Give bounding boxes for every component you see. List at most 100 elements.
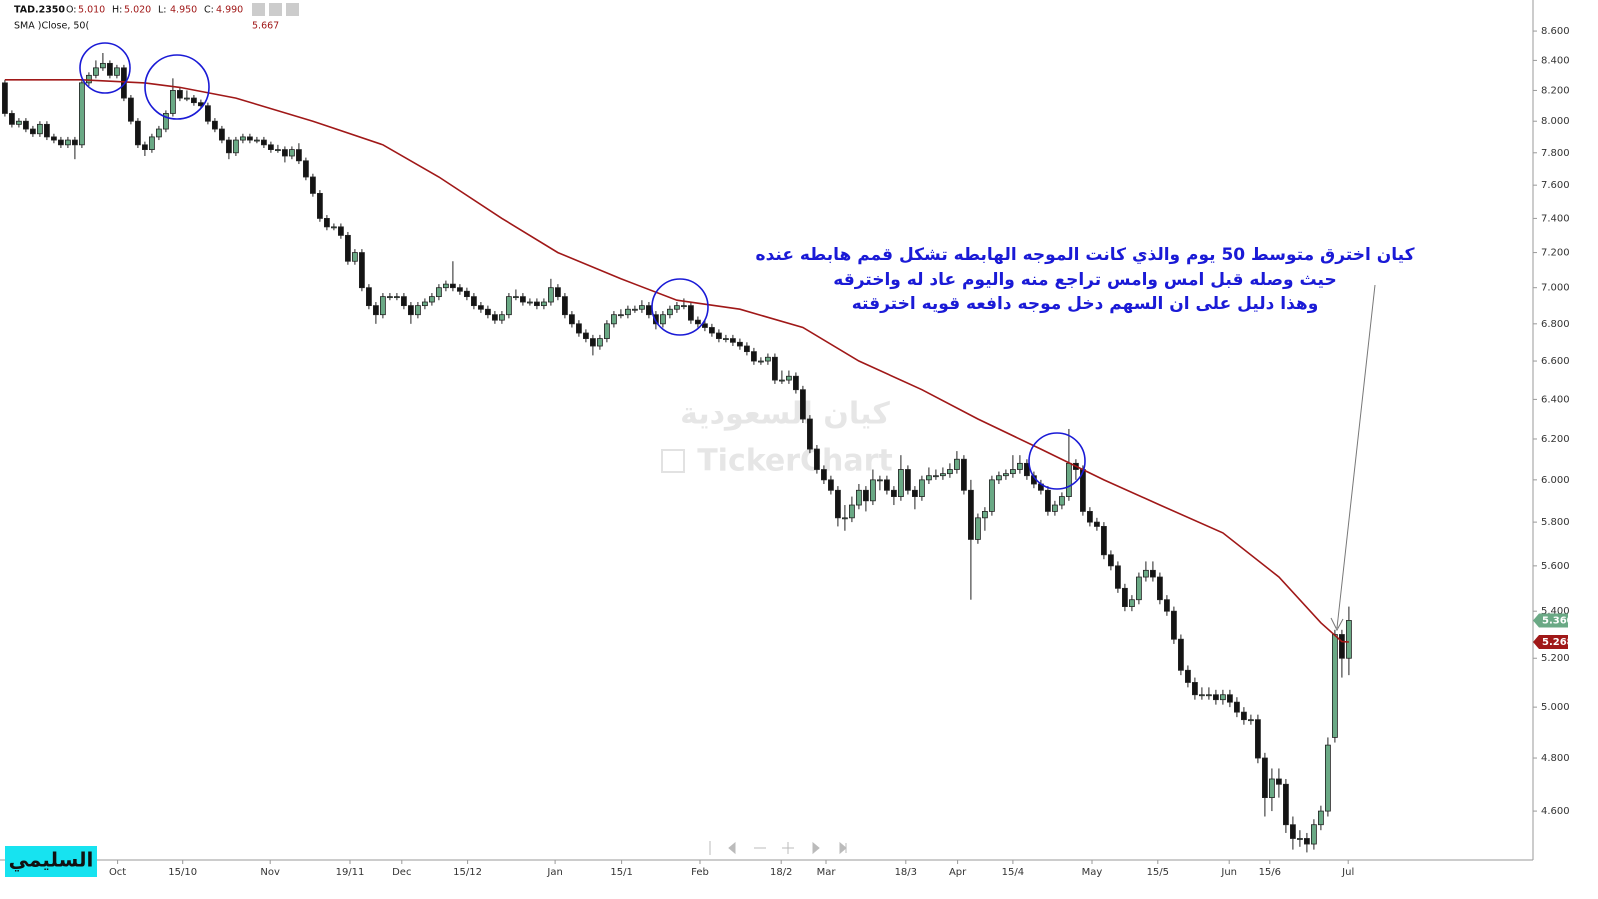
icon[interactable] bbox=[286, 3, 299, 16]
candle-body bbox=[1143, 569, 1149, 578]
candle-body bbox=[639, 305, 645, 310]
candle-body bbox=[849, 504, 855, 519]
scroll-right[interactable] bbox=[812, 841, 820, 855]
candle-body bbox=[1332, 634, 1338, 738]
candle-body bbox=[274, 149, 281, 151]
candle-body bbox=[141, 144, 148, 150]
candle-body bbox=[1017, 462, 1023, 470]
candle-body bbox=[961, 458, 967, 491]
candle-body bbox=[751, 351, 757, 362]
candle-body bbox=[996, 475, 1002, 481]
candle-body bbox=[1094, 521, 1100, 527]
candle-body bbox=[870, 479, 876, 502]
candle-body bbox=[660, 314, 666, 325]
candle-body bbox=[1304, 838, 1310, 845]
candle-body bbox=[590, 338, 596, 347]
candle-body bbox=[786, 375, 792, 381]
candle-body bbox=[520, 296, 526, 303]
candle-body bbox=[898, 469, 904, 497]
ohlc-value: 4.950 bbox=[170, 5, 197, 16]
candle-body bbox=[919, 479, 925, 497]
annotation-line: كيان اخترق متوسط 50 يوم والذي كانت الموج… bbox=[756, 245, 1415, 265]
candle-body bbox=[267, 144, 274, 150]
candle-body bbox=[982, 511, 988, 519]
y-tick-label: 8.200 bbox=[1541, 85, 1570, 96]
annotation-line: وهذا دليل على ان السهم دخل موجه دافعه قو… bbox=[852, 294, 1319, 314]
ohlc-value: 4.990 bbox=[216, 5, 243, 16]
x-tick-label: Oct bbox=[109, 867, 126, 878]
author: السليمي bbox=[9, 848, 94, 873]
candle-body bbox=[1010, 469, 1016, 475]
candle-body bbox=[225, 139, 232, 154]
icon[interactable] bbox=[269, 3, 282, 16]
candle-body bbox=[148, 136, 155, 150]
sma-name: SMA )Close, 50( bbox=[14, 21, 89, 32]
candle-body bbox=[947, 469, 953, 475]
candle-body bbox=[1255, 719, 1261, 759]
candle-body bbox=[968, 489, 974, 540]
candle-body bbox=[835, 489, 841, 519]
candle-body bbox=[933, 475, 939, 478]
circle bbox=[79, 42, 131, 94]
price-tag-label: 5.268 bbox=[1542, 637, 1574, 648]
candle-body bbox=[534, 301, 540, 307]
candle-body bbox=[190, 97, 197, 104]
candle-body bbox=[730, 338, 736, 343]
candle-body bbox=[386, 296, 393, 299]
circle bbox=[651, 278, 709, 336]
candle-body bbox=[400, 296, 407, 307]
candle-body bbox=[365, 287, 372, 307]
candle-body bbox=[555, 287, 561, 298]
candle-body bbox=[1087, 511, 1093, 523]
candle-body bbox=[1059, 496, 1065, 506]
candle-body bbox=[239, 136, 246, 141]
ohlc-header: O: 5.010 H: 5.020 L: 4.950 C: 4.990 bbox=[66, 5, 243, 16]
candle-body bbox=[737, 341, 743, 347]
candle-body bbox=[597, 338, 603, 347]
candle-body bbox=[484, 308, 491, 316]
icon[interactable] bbox=[252, 3, 265, 16]
candle-body bbox=[1024, 462, 1030, 477]
candle-body bbox=[1045, 489, 1051, 512]
candle-body bbox=[134, 120, 141, 146]
watermark: كيان السعودية TickerChart bbox=[661, 397, 893, 479]
candle-body bbox=[1, 82, 8, 114]
scroll-controls[interactable] bbox=[709, 841, 847, 855]
candle-body bbox=[618, 314, 624, 317]
candle-body bbox=[905, 469, 911, 491]
candle-body bbox=[1283, 783, 1289, 826]
scroll-end[interactable] bbox=[839, 841, 847, 855]
scroll-left[interactable] bbox=[728, 841, 736, 855]
x-tick-label: 15/12 bbox=[453, 867, 482, 878]
zoom-in[interactable] bbox=[782, 842, 794, 854]
x-tick-label: Feb bbox=[691, 867, 709, 878]
candle-body bbox=[1129, 599, 1135, 607]
candle-body bbox=[1325, 744, 1331, 812]
candle-body bbox=[1346, 620, 1352, 659]
y-tick-label: 8.400 bbox=[1541, 55, 1570, 66]
candle-body bbox=[79, 82, 85, 146]
candle-body bbox=[884, 479, 890, 491]
candle-body bbox=[358, 252, 365, 289]
candle-body bbox=[127, 97, 134, 122]
circle bbox=[144, 54, 210, 120]
candle-body bbox=[15, 120, 22, 125]
candle-body bbox=[176, 90, 183, 99]
candle-body bbox=[442, 283, 449, 289]
candle-body bbox=[428, 296, 435, 303]
candle-body bbox=[1171, 610, 1177, 640]
candle-body bbox=[1136, 576, 1142, 601]
candle-body bbox=[765, 356, 771, 362]
candle-body bbox=[800, 389, 806, 420]
candle-body bbox=[814, 448, 820, 470]
y-tick-label: 6.200 bbox=[1541, 434, 1570, 445]
sma-line bbox=[4, 79, 1349, 643]
candle-body bbox=[779, 379, 785, 382]
candle-body bbox=[246, 136, 253, 141]
candle-body bbox=[477, 305, 484, 310]
candle-body bbox=[93, 67, 99, 76]
candle-body bbox=[393, 296, 400, 299]
annotation-line: حيث وصله قبل امس وامس تراجع منه واليوم ع… bbox=[833, 270, 1336, 290]
candle-body bbox=[183, 97, 190, 100]
candle-body bbox=[1115, 565, 1121, 589]
